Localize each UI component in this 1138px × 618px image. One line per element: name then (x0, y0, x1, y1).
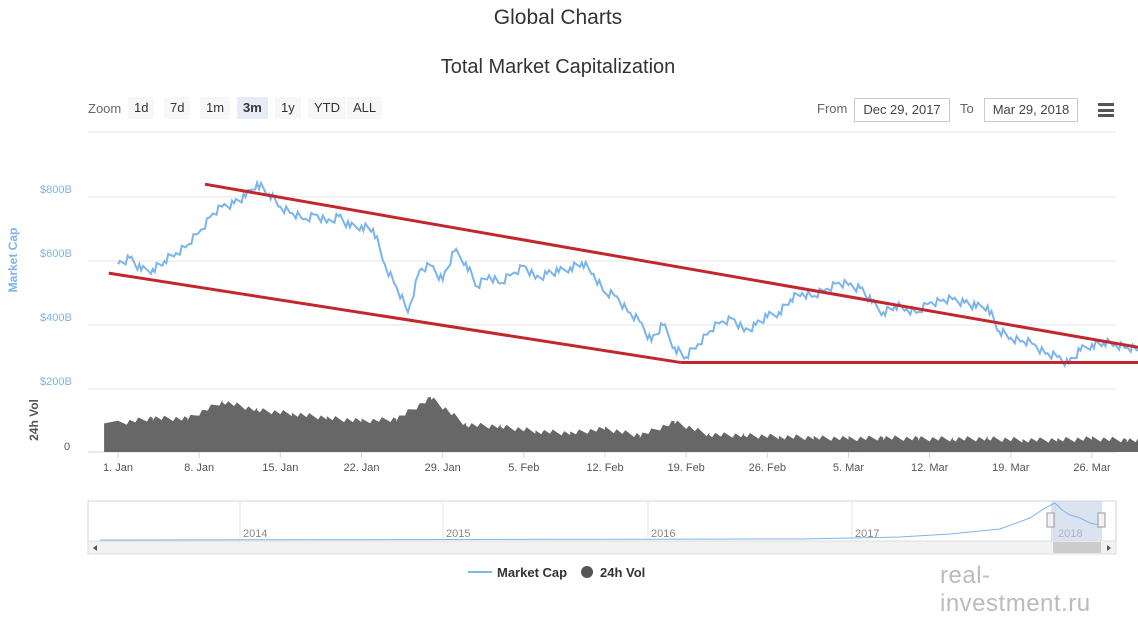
zoom-1m-button[interactable]: 1m (200, 97, 231, 119)
legend-24h-vol[interactable]: 24h Vol (600, 565, 646, 580)
scroll-right-arrow-icon (1107, 545, 1111, 551)
from-date-input[interactable]: Dec 29, 2017 (854, 98, 950, 122)
legend-market-cap-symbol (468, 571, 492, 573)
hamburger-menu-icon[interactable] (1098, 103, 1114, 117)
from-label: From (817, 101, 848, 116)
x-tick-label: 12. Mar (911, 462, 949, 474)
volume-series (104, 397, 1138, 452)
watermark: real-investment.ru (940, 562, 1091, 617)
y-tick-label: $400B (40, 312, 72, 324)
zoom-ytd-button[interactable]: YTD (308, 97, 346, 119)
x-tick-label: 8. Jan (184, 462, 214, 474)
x-tick-label: 26. Mar (1073, 462, 1111, 474)
chart-title: Total Market Capitalization (440, 56, 676, 78)
to-date-input[interactable]: Mar 29, 2018 (984, 98, 1078, 122)
y-axis-ticks: $200B $400B $600B $800B 0 (40, 184, 72, 453)
y-tick-label: $600B (40, 248, 72, 260)
navigator-right-handle (1097, 512, 1106, 528)
chart-gridlines (88, 131, 1116, 453)
market-cap-line (117, 179, 1138, 369)
zoom-7d-button[interactable]: 7d (164, 97, 191, 119)
scrollbar-thumb (1053, 542, 1101, 553)
volume-area (104, 397, 1138, 452)
navigator: 20142015201620172018 (87, 500, 1117, 555)
x-tick-label: 5. Mar (833, 462, 865, 474)
scroll-left-arrow-icon (93, 545, 97, 551)
x-tick-label: 26. Feb (749, 462, 786, 474)
navigator-year-label: 2015 (446, 528, 470, 540)
navigator-year-label: 2017 (855, 528, 879, 540)
zoom-1d-button[interactable]: 1d (128, 97, 155, 119)
x-tick-label: 5. Feb (508, 462, 539, 474)
market-cap-series (117, 179, 1138, 369)
legend-vol-symbol (581, 566, 593, 578)
market-cap-chart: $200B $400B $600B $800B 0 1. Jan 8. Jan 15. Ja… (6, 131, 1138, 555)
y-tick-label: $800B (40, 184, 72, 196)
trendline (204, 182, 1138, 349)
legend-market-cap[interactable]: Market Cap (497, 565, 568, 580)
navigator-left-handle (1046, 512, 1055, 528)
x-tick-label: 12. Feb (586, 462, 623, 474)
y-tick-label: $200B (40, 376, 72, 388)
zoom-label: Zoom (88, 101, 122, 116)
x-tick-label: 22. Jan (343, 462, 379, 474)
zoom-1y-button[interactable]: 1y (275, 97, 301, 119)
x-tick-label: 29. Jan (425, 462, 461, 474)
page-title: Global Charts (493, 6, 623, 29)
x-tick-label: 15. Jan (262, 462, 298, 474)
x-tick-label: 19. Mar (992, 462, 1030, 474)
scrollbar-track (87, 540, 1117, 555)
zoom-3m-button[interactable]: 3m (237, 97, 268, 119)
to-label: To (960, 101, 974, 116)
volume-axis-title: 24h Vol (27, 399, 41, 441)
x-tick-label: 19. Feb (668, 462, 705, 474)
navigator-year-label: 2014 (243, 528, 267, 540)
navigator-line (99, 502, 1101, 541)
trendline-annotations (108, 182, 1138, 364)
navigator-year-label: 2016 (651, 528, 675, 540)
zoom-all-button[interactable]: ALL (347, 97, 383, 119)
trendline (108, 271, 681, 364)
x-axis-ticks: 1. Jan 8. Jan 15. Jan 22. Jan 29. Jan 5. Feb 1… (103, 452, 1111, 474)
volume-tick-label: 0 (64, 441, 70, 453)
x-tick-label: 1. Jan (103, 462, 133, 474)
y-axis-title: Market Cap (6, 228, 20, 293)
